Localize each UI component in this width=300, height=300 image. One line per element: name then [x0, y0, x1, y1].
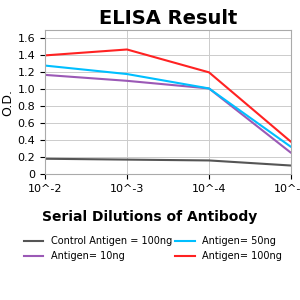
- Legend: Control Antigen = 100ng, Antigen= 10ng: Control Antigen = 100ng, Antigen= 10ng: [20, 232, 176, 265]
- Legend: Antigen= 50ng, Antigen= 100ng: Antigen= 50ng, Antigen= 100ng: [171, 232, 286, 265]
- Text: Serial Dilutions of Antibody: Serial Dilutions of Antibody: [42, 210, 258, 224]
- Title: ELISA Result: ELISA Result: [99, 9, 237, 28]
- Y-axis label: O.D.: O.D.: [2, 88, 15, 116]
